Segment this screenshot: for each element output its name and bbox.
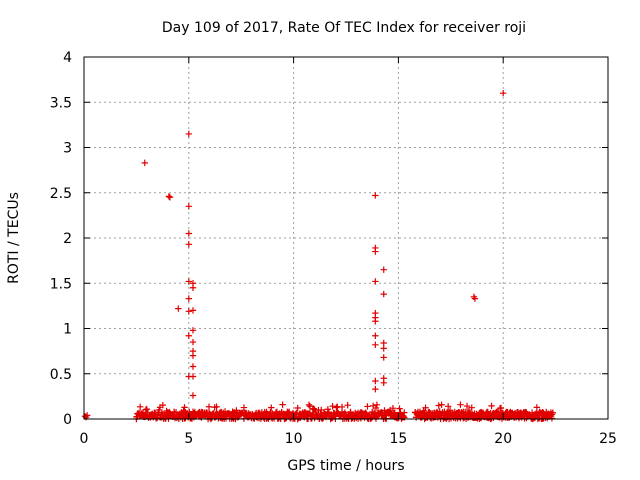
data-point (185, 295, 192, 302)
y-tick-label: 0 (63, 412, 72, 428)
data-point (136, 403, 144, 411)
data-point (380, 266, 387, 273)
data-point (463, 402, 471, 410)
data-point (372, 332, 379, 339)
data-point (324, 406, 332, 413)
x-tick-label: 25 (599, 431, 617, 447)
x-tick-label: 5 (184, 431, 193, 447)
data-point (189, 338, 197, 346)
data-point (279, 401, 286, 408)
data-point (189, 327, 197, 334)
data-points (81, 90, 557, 423)
data-point (185, 241, 192, 248)
data-point (461, 408, 469, 416)
data-point (208, 414, 216, 422)
y-axis-label: ROTI / TECUs (6, 192, 22, 284)
data-point (285, 408, 293, 416)
data-point (185, 278, 192, 285)
y-tick-label: 1 (63, 322, 72, 338)
x-tick-label: 15 (389, 431, 407, 447)
data-point (344, 401, 351, 409)
data-point (372, 278, 379, 285)
grid (84, 57, 608, 419)
data-point (457, 401, 464, 408)
data-point (181, 404, 188, 411)
data-point (305, 401, 313, 409)
y-tick-label: 0.5 (50, 367, 72, 383)
data-point (310, 405, 317, 412)
data-point (189, 284, 197, 291)
x-axis-label: GPS time / hours (287, 458, 404, 474)
data-point (435, 402, 442, 409)
data-point (372, 192, 379, 199)
data-point (549, 409, 557, 416)
data-point (185, 130, 192, 138)
y-tick-label: 2.5 (50, 186, 72, 202)
data-point (83, 412, 91, 419)
data-point (213, 403, 220, 410)
data-point (372, 385, 379, 393)
data-point (477, 414, 485, 422)
data-point (189, 373, 197, 380)
y-tick-label: 3 (63, 141, 72, 157)
y-tick-label: 2 (63, 231, 72, 247)
data-point (306, 409, 314, 416)
data-point (166, 194, 174, 201)
data-point (389, 404, 397, 412)
data-point (268, 404, 275, 411)
data-point (444, 403, 452, 410)
y-tick-label: 1.5 (50, 276, 72, 292)
data-point (380, 379, 387, 386)
data-point (380, 290, 387, 298)
data-point (372, 248, 379, 255)
axis-ticks: 0 5 10 15 20 25 0 0.5 1 1.5 2 2.5 3 3.5 4 (50, 50, 617, 447)
data-point (189, 307, 197, 314)
data-point (333, 404, 340, 411)
data-point (396, 405, 403, 412)
data-point (240, 404, 248, 411)
data-point (189, 352, 197, 359)
data-point (165, 193, 173, 200)
data-point (185, 203, 192, 210)
data-point (380, 354, 387, 361)
data-point (372, 377, 379, 385)
data-point (497, 404, 505, 412)
data-point (533, 404, 541, 411)
data-point (380, 345, 387, 352)
data-point (185, 308, 192, 315)
data-point (185, 332, 192, 339)
data-point (364, 403, 371, 410)
data-point (159, 401, 167, 409)
data-point (438, 401, 445, 408)
data-point (500, 90, 507, 97)
data-point (401, 409, 408, 416)
x-tick-label: 10 (285, 431, 303, 447)
chart-title: Day 109 of 2017, Rate Of TEC Index for r… (162, 20, 526, 36)
data-point (468, 404, 475, 411)
data-point (189, 363, 197, 370)
data-point (372, 318, 379, 325)
data-point (488, 402, 495, 410)
data-point (422, 404, 429, 411)
data-point (362, 409, 369, 417)
data-point (294, 404, 301, 412)
data-point (372, 404, 380, 412)
data-point (373, 401, 381, 409)
y-tick-label: 3.5 (50, 95, 72, 111)
x-tick-label: 20 (494, 431, 512, 447)
x-tick-label: 0 (80, 431, 89, 447)
data-point (205, 403, 213, 410)
data-point (446, 407, 454, 414)
data-point (189, 392, 197, 399)
data-point (175, 305, 182, 312)
y-tick-label: 4 (63, 50, 72, 66)
data-point (143, 405, 150, 413)
data-point (372, 341, 379, 348)
data-point (380, 339, 387, 347)
data-point (185, 230, 192, 237)
data-point (141, 159, 148, 167)
data-point (471, 295, 479, 302)
